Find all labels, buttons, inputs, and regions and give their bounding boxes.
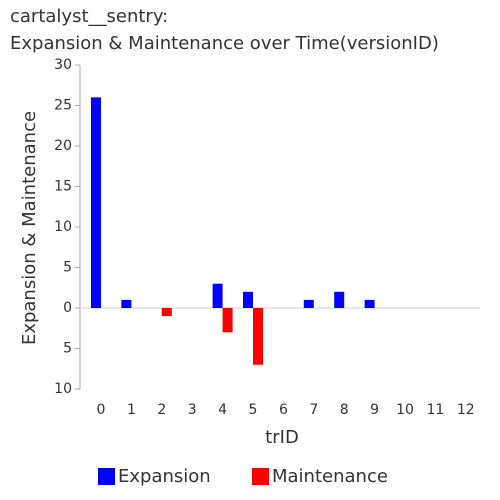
- bar: [243, 291, 253, 308]
- y-tick-label: 30: [54, 57, 72, 73]
- chart-title: Expansion & Maintenance over Time(versio…: [10, 33, 439, 54]
- x-tick-label: 12: [457, 402, 475, 418]
- bar: [161, 308, 172, 317]
- x-tick-label: 8: [340, 402, 349, 418]
- bar: [253, 308, 263, 365]
- chart-title: cartalyst__sentry:: [10, 6, 168, 27]
- bar: [212, 283, 223, 308]
- y-tick-label: 5: [63, 341, 72, 357]
- y-tick-label: 15: [54, 179, 72, 195]
- y-tick-label: 25: [54, 98, 72, 114]
- legend-label: Expansion: [118, 466, 211, 487]
- x-tick-label: 1: [127, 402, 136, 418]
- x-tick-label: 11: [426, 402, 444, 418]
- x-axis-label: trID: [265, 427, 299, 448]
- legend-label: Maintenance: [272, 466, 388, 487]
- x-tick-label: 6: [279, 402, 288, 418]
- y-tick-label: 10: [54, 219, 72, 235]
- y-tick-label: 10: [54, 381, 72, 397]
- legend-swatch: [252, 468, 269, 485]
- bar: [364, 299, 375, 308]
- bar: [303, 299, 314, 308]
- x-tick-label: 7: [309, 402, 318, 418]
- y-axis-label: Expansion & Maintenance: [19, 111, 40, 345]
- x-tick-label: 0: [97, 402, 106, 418]
- x-tick-label: 5: [249, 402, 258, 418]
- y-tick-label: 20: [54, 138, 72, 154]
- x-tick-label: 4: [218, 402, 227, 418]
- y-tick-label: 0: [63, 300, 72, 316]
- x-tick-label: 2: [157, 402, 166, 418]
- x-tick-label: 9: [370, 402, 379, 418]
- x-tick-label: 10: [396, 402, 414, 418]
- y-tick-label: 5: [63, 260, 72, 276]
- bar: [334, 291, 345, 308]
- bar: [121, 299, 132, 308]
- bar: [91, 97, 101, 309]
- bar: [222, 308, 233, 333]
- x-tick-label: 3: [188, 402, 197, 418]
- legend-swatch: [98, 468, 115, 485]
